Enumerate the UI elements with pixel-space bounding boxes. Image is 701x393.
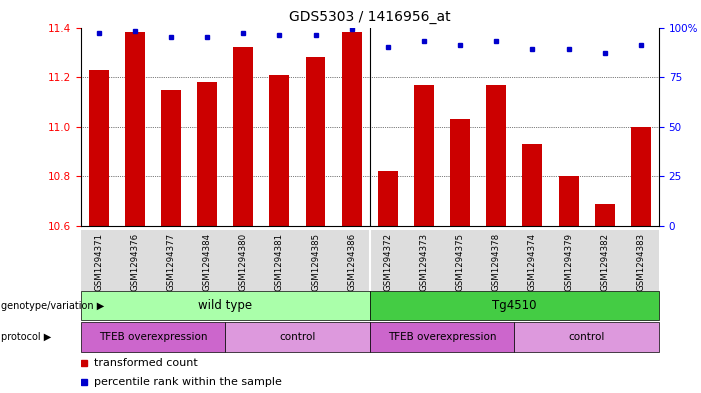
Text: GSM1294378: GSM1294378 <box>492 233 501 291</box>
Bar <box>197 82 217 226</box>
Bar <box>269 75 290 226</box>
Text: GSM1294381: GSM1294381 <box>275 233 284 291</box>
Text: GSM1294385: GSM1294385 <box>311 233 320 291</box>
Bar <box>306 57 325 226</box>
Text: control: control <box>569 332 605 342</box>
Text: Tg4510: Tg4510 <box>492 299 536 312</box>
Bar <box>89 70 109 226</box>
Bar <box>161 90 181 226</box>
Bar <box>81 322 225 352</box>
Text: GSM1294371: GSM1294371 <box>94 233 103 291</box>
Text: GSM1294380: GSM1294380 <box>239 233 247 291</box>
Text: GSM1294377: GSM1294377 <box>166 233 175 291</box>
Bar <box>515 322 659 352</box>
Text: GSM1294384: GSM1294384 <box>203 233 212 291</box>
Bar <box>233 47 253 226</box>
Bar <box>370 322 515 352</box>
Text: GSM1294383: GSM1294383 <box>637 233 646 291</box>
Bar <box>125 33 145 226</box>
Text: GSM1294379: GSM1294379 <box>564 233 573 291</box>
Bar <box>370 291 659 320</box>
Bar <box>225 322 370 352</box>
Bar <box>522 144 543 226</box>
Bar <box>378 171 397 226</box>
Text: percentile rank within the sample: percentile rank within the sample <box>95 377 283 387</box>
Title: GDS5303 / 1416956_at: GDS5303 / 1416956_at <box>289 10 451 24</box>
Text: GSM1294376: GSM1294376 <box>130 233 139 291</box>
Bar <box>342 33 362 226</box>
Bar <box>594 204 615 226</box>
Bar <box>450 119 470 226</box>
Bar <box>414 84 434 226</box>
Text: GSM1294373: GSM1294373 <box>419 233 428 291</box>
Text: GSM1294375: GSM1294375 <box>456 233 465 291</box>
Bar <box>559 176 578 226</box>
Text: wild type: wild type <box>198 299 252 312</box>
Text: GSM1294374: GSM1294374 <box>528 233 537 291</box>
Text: GSM1294386: GSM1294386 <box>347 233 356 291</box>
Text: transformed count: transformed count <box>95 358 198 367</box>
Text: control: control <box>279 332 315 342</box>
Bar <box>486 84 506 226</box>
Bar <box>631 127 651 226</box>
Text: genotype/variation ▶: genotype/variation ▶ <box>1 301 104 310</box>
Text: TFEB overexpression: TFEB overexpression <box>99 332 207 342</box>
Text: protocol ▶: protocol ▶ <box>1 332 51 342</box>
Text: TFEB overexpression: TFEB overexpression <box>388 332 496 342</box>
Bar <box>81 291 370 320</box>
Text: GSM1294372: GSM1294372 <box>383 233 393 291</box>
Text: GSM1294382: GSM1294382 <box>600 233 609 291</box>
